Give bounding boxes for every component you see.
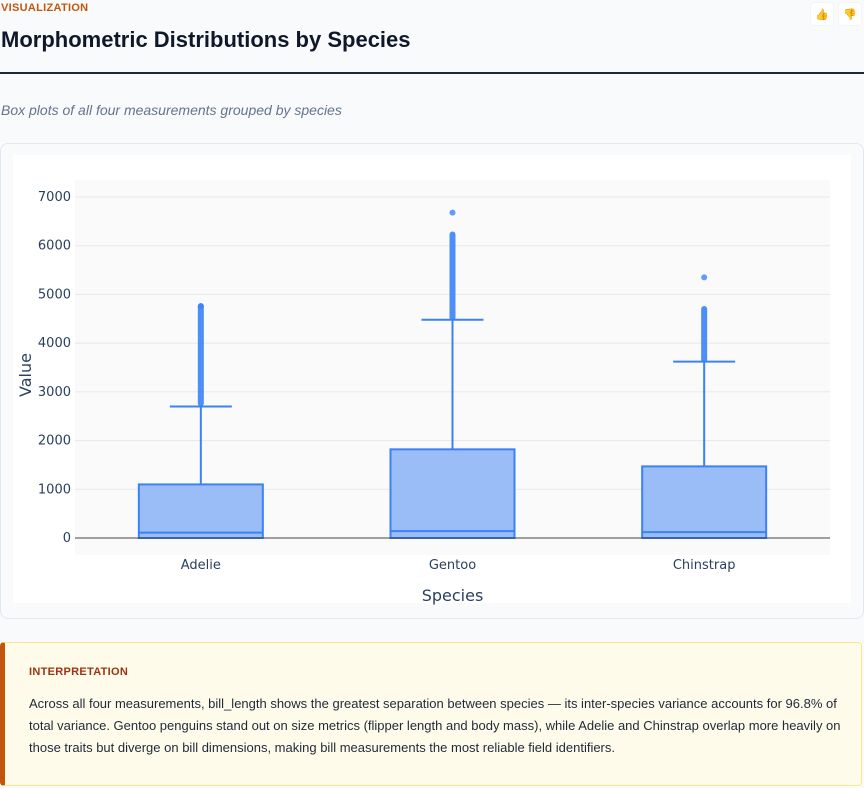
outlier-max-point [197,303,204,310]
y-tick-label: 4000 [38,336,71,351]
y-tick-label: 1000 [38,482,71,497]
y-tick-label: 7000 [38,190,71,205]
outlier-max-point [449,209,456,216]
x-tick-label: Gentoo [429,558,476,573]
section-eyebrow: VISUALIZATION [1,2,89,14]
box-adelie [137,483,264,539]
outlier-max-point [701,274,708,281]
outlier-points [449,231,456,321]
interpretation-panel: INTERPRETATION Across all four measureme… [0,642,862,786]
thumbs-down-icon: 👎 [843,8,857,21]
x-tick-label: Adelie [181,558,221,573]
outlier-points [701,306,708,363]
thumbs-up-button[interactable]: 👍 [810,2,834,26]
thumbs-down-button[interactable]: 👎 [838,2,862,26]
interpretation-heading: INTERPRETATION [29,666,129,678]
box-chinstrap [641,465,768,540]
y-tick-label: 6000 [38,239,71,254]
y-tick-label: 5000 [38,287,71,302]
x-tick-label: Chinstrap [673,558,736,573]
x-axis-title: Species [422,586,484,605]
box-gentoo [389,448,516,539]
y-axis-title: Value [16,353,35,397]
title-divider [0,72,864,74]
chart-subtitle: Box plots of all four measurements group… [1,102,342,118]
thumbs-up-icon: 👍 [815,8,829,21]
y-tick-label: 0 [63,531,71,546]
interpretation-body: Across all four measurements, bill_lengt… [29,696,841,755]
y-tick-label: 2000 [38,434,71,449]
page-title: Morphometric Distributions by Species [1,27,411,52]
outlier-points [197,303,204,407]
y-tick-label: 3000 [38,385,71,400]
